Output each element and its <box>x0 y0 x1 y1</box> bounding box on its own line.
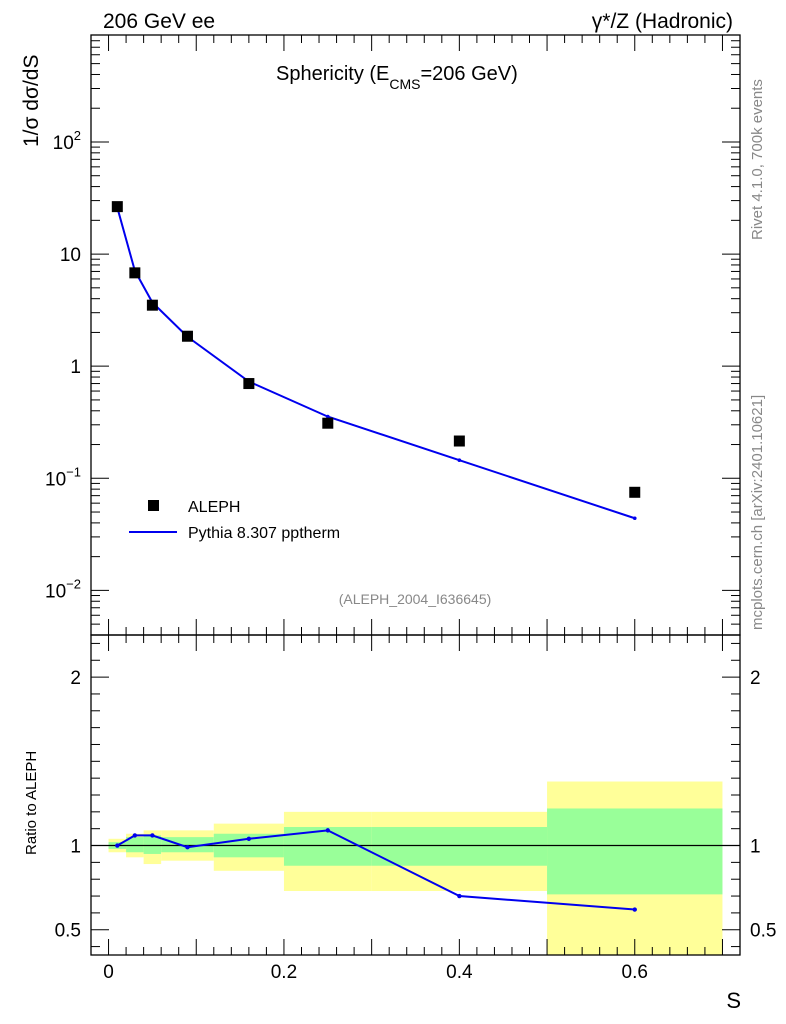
ratio-point-3 <box>185 845 190 850</box>
ratio-point-4 <box>246 836 252 841</box>
band-inner-2 <box>143 835 162 854</box>
main-ticks: 10−2 10−1 1 10 102 <box>45 34 740 636</box>
ratio-ytick-label-right-1: 1 <box>750 837 761 858</box>
ratio-ytick-label-2: 2 <box>70 668 81 689</box>
x-tick-label-2: 0.4 <box>446 962 473 983</box>
rivet-version-label: Rivet 4.1.0, 700k events <box>749 79 766 240</box>
analysis-label: (ALEPH_2004_I636645) <box>339 591 492 607</box>
ratio-frame <box>90 634 741 956</box>
aleph-point-3 <box>181 330 193 342</box>
ratio-ytick-label-right-0: 0.5 <box>750 921 776 942</box>
mcplots-label: mcplots.cern.ch [arXiv:2401.10621] <box>749 395 766 630</box>
aleph-point-1 <box>129 267 141 279</box>
mc-line <box>116 207 636 520</box>
main-ytick-label-4: 102 <box>53 128 81 154</box>
aleph-point-4 <box>243 378 255 390</box>
ratio-ticks: 0.5 0.5 1 1 2 2 0 0.2 0.4 0.6 <box>55 635 776 983</box>
main-ytick-label-1: 10−1 <box>45 464 81 490</box>
header-right: γ*/Z (Hadronic) <box>592 10 733 33</box>
aleph-point-5 <box>322 417 334 429</box>
ratio-point-5 <box>325 828 330 833</box>
ratio-line <box>116 829 635 911</box>
aleph-point-7 <box>629 486 641 498</box>
ratio-bands <box>91 781 740 955</box>
ratio-point-0 <box>115 843 120 848</box>
title-sub: CMS <box>389 76 420 92</box>
main-title: Sphericity (ECMS=206 GeV) <box>276 63 518 92</box>
x-axis-label: S <box>726 988 741 1013</box>
ratio-point-6 <box>457 893 462 899</box>
ratio-ylabel: Ratio to ALEPH <box>23 751 40 855</box>
ratio-point-2 <box>150 833 155 838</box>
mc-point-5 <box>325 414 330 419</box>
main-data-layer <box>111 201 641 521</box>
band-inner-7 <box>547 808 723 895</box>
legend-aleph-label: ALEPH <box>188 499 240 516</box>
header-left: 206 GeV ee <box>103 10 215 33</box>
title-main: Sphericity (E <box>276 63 389 85</box>
band-inner-6 <box>371 827 548 866</box>
x-tick-label-1: 0.2 <box>271 962 297 983</box>
title-rest: =206 GeV) <box>421 63 518 85</box>
ratio-point-1 <box>132 833 138 838</box>
ratio-ytick-label-1: 1 <box>70 837 81 858</box>
ratio-point-7 <box>632 907 637 912</box>
mc-point-7 <box>632 516 637 521</box>
main-ytick-label-2: 1 <box>70 357 81 378</box>
ratio-ytick-label-right-2: 2 <box>750 668 761 689</box>
main-ytick-label-3: 10 <box>60 245 81 266</box>
aleph-point-2 <box>146 299 158 311</box>
legend-aleph-marker <box>148 500 159 511</box>
ratio-ytick-label-0: 0.5 <box>55 921 81 942</box>
legend: ALEPH Pythia 8.307 pptherm <box>129 499 340 542</box>
mc-point-6 <box>457 458 462 462</box>
main-ylabel: 1/σ dσ/dS <box>20 55 43 147</box>
band-inner-3 <box>161 837 214 853</box>
band-inner-1 <box>126 837 144 853</box>
x-tick-label-0: 0 <box>103 962 114 983</box>
aleph-point-6 <box>453 435 465 447</box>
ratio-data-layer <box>115 828 637 912</box>
main-ytick-label-0: 10−2 <box>45 576 81 602</box>
x-tick-label-3: 0.6 <box>622 962 648 983</box>
legend-mc-label: Pythia 8.307 pptherm <box>188 525 340 542</box>
aleph-point-0 <box>111 201 123 213</box>
